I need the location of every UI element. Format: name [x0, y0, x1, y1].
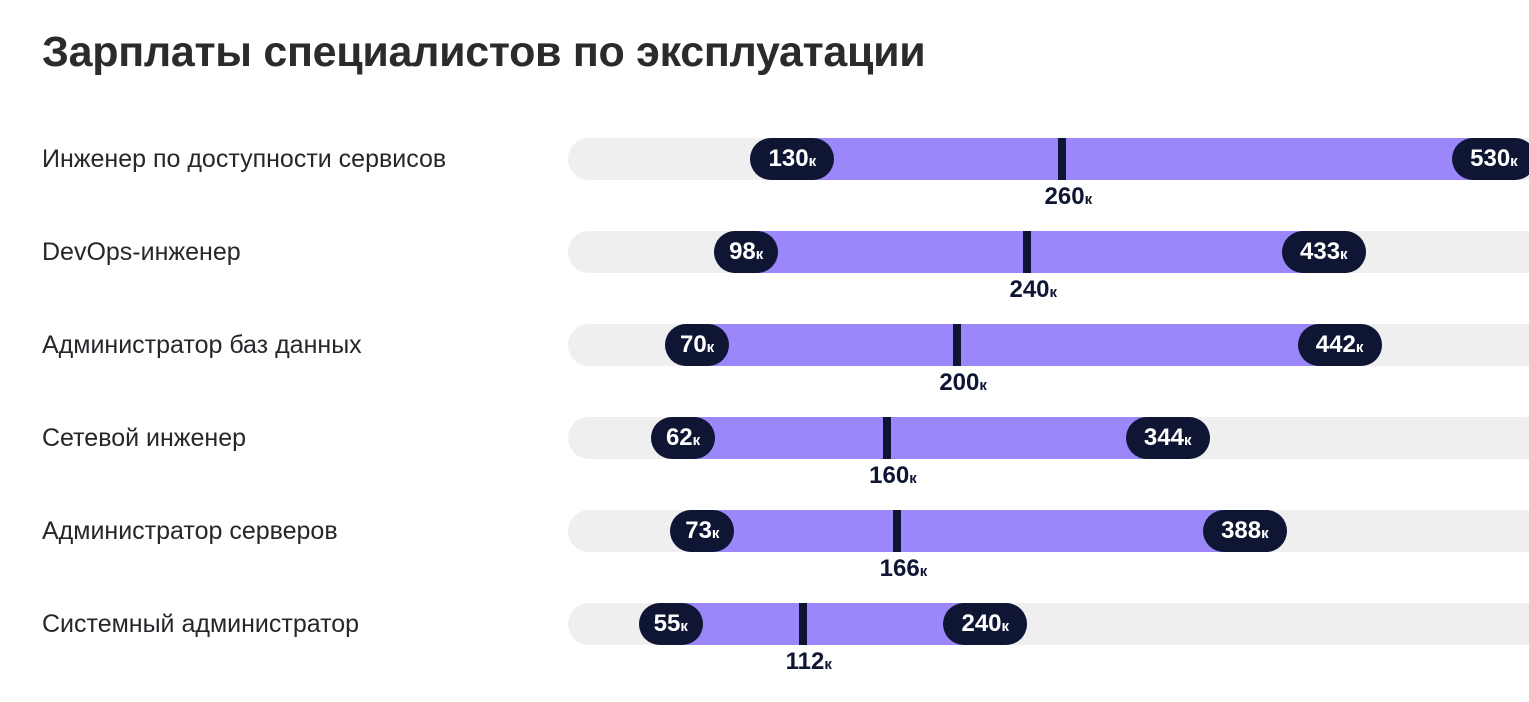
value-number: 200	[939, 369, 980, 396]
row-label: Администратор баз данных	[42, 331, 362, 359]
value-number: 442	[1315, 331, 1356, 358]
value-unit: к	[692, 432, 701, 449]
max-value-pill: 240к	[943, 603, 1028, 645]
value-number: 160	[869, 462, 910, 489]
value-number: 130	[768, 145, 809, 172]
value-number: 388	[1221, 517, 1262, 544]
row-label: Сетевой инженер	[42, 424, 247, 452]
max-value-pill: 433к	[1281, 231, 1366, 273]
value-unit: к	[1510, 153, 1518, 170]
value-unit: к	[1183, 432, 1192, 449]
value-unit: к	[1340, 246, 1348, 263]
value-unit: к	[1084, 191, 1093, 208]
value-number: 98	[729, 238, 756, 265]
max-value-pill: 530к	[1451, 138, 1529, 180]
value-number: 62	[665, 424, 693, 451]
value-unit: к	[1261, 525, 1269, 542]
value-number: 70	[679, 331, 707, 358]
value-unit: к	[1049, 284, 1058, 301]
value-number: 240	[961, 610, 1002, 637]
min-value-pill: 55к	[638, 603, 703, 645]
min-value-pill: 98к	[714, 231, 779, 273]
value-unit: к	[706, 339, 715, 356]
value-unit: к	[680, 618, 688, 635]
max-value-pill: 388к	[1202, 510, 1287, 552]
value-number: 166	[879, 555, 920, 582]
value-unit: к	[824, 656, 832, 673]
min-value-pill: 73к	[670, 510, 735, 552]
max-value-pill: 344к	[1125, 417, 1210, 459]
median-label: 240к	[1009, 277, 1057, 306]
value-unit: к	[909, 470, 917, 487]
value-unit: к	[711, 525, 720, 542]
value-unit: к	[808, 153, 817, 170]
median-marker	[1023, 231, 1032, 273]
value-unit: к	[1001, 618, 1010, 635]
value-unit: к	[755, 246, 764, 263]
median-marker	[798, 603, 807, 645]
salary-range-bar	[670, 510, 1287, 552]
value-unit: к	[979, 377, 987, 394]
min-value-pill: 62к	[651, 417, 716, 459]
min-value-pill: 130к	[750, 138, 835, 180]
salary-range-bar	[651, 417, 1210, 459]
median-marker	[953, 324, 962, 366]
median-marker	[1058, 138, 1067, 180]
median-label: 200к	[939, 370, 987, 399]
median-label: 160к	[869, 463, 917, 492]
median-label: 166к	[880, 556, 928, 585]
chart-title: Зарплаты специалистов по эксплуатации	[42, 28, 926, 76]
median-marker	[893, 510, 902, 552]
min-value-pill: 70к	[665, 324, 730, 366]
salary-range-bar	[714, 231, 1366, 273]
row-label: Системный администратор	[42, 610, 360, 638]
value-number: 433	[1300, 238, 1341, 265]
median-label: 260к	[1045, 184, 1093, 213]
value-number: 530	[1470, 145, 1511, 172]
value-unit: к	[1355, 339, 1364, 356]
value-number: 344	[1143, 424, 1184, 451]
value-number: 73	[685, 517, 712, 544]
row-label: Инженер по доступности сервисов	[42, 145, 447, 173]
value-number: 55	[653, 610, 681, 637]
salary-range-bar	[750, 138, 1529, 180]
row-label: Администратор серверов	[42, 517, 338, 545]
value-unit: к	[919, 563, 928, 580]
median-marker	[882, 417, 891, 459]
salary-range-bar	[665, 324, 1382, 366]
value-number: 112	[785, 648, 825, 675]
median-label: 112к	[786, 649, 832, 678]
row-label: DevOps-инженер	[42, 238, 241, 266]
max-value-pill: 442к	[1297, 324, 1382, 366]
value-number: 240	[1009, 276, 1050, 303]
value-number: 260	[1044, 183, 1085, 210]
